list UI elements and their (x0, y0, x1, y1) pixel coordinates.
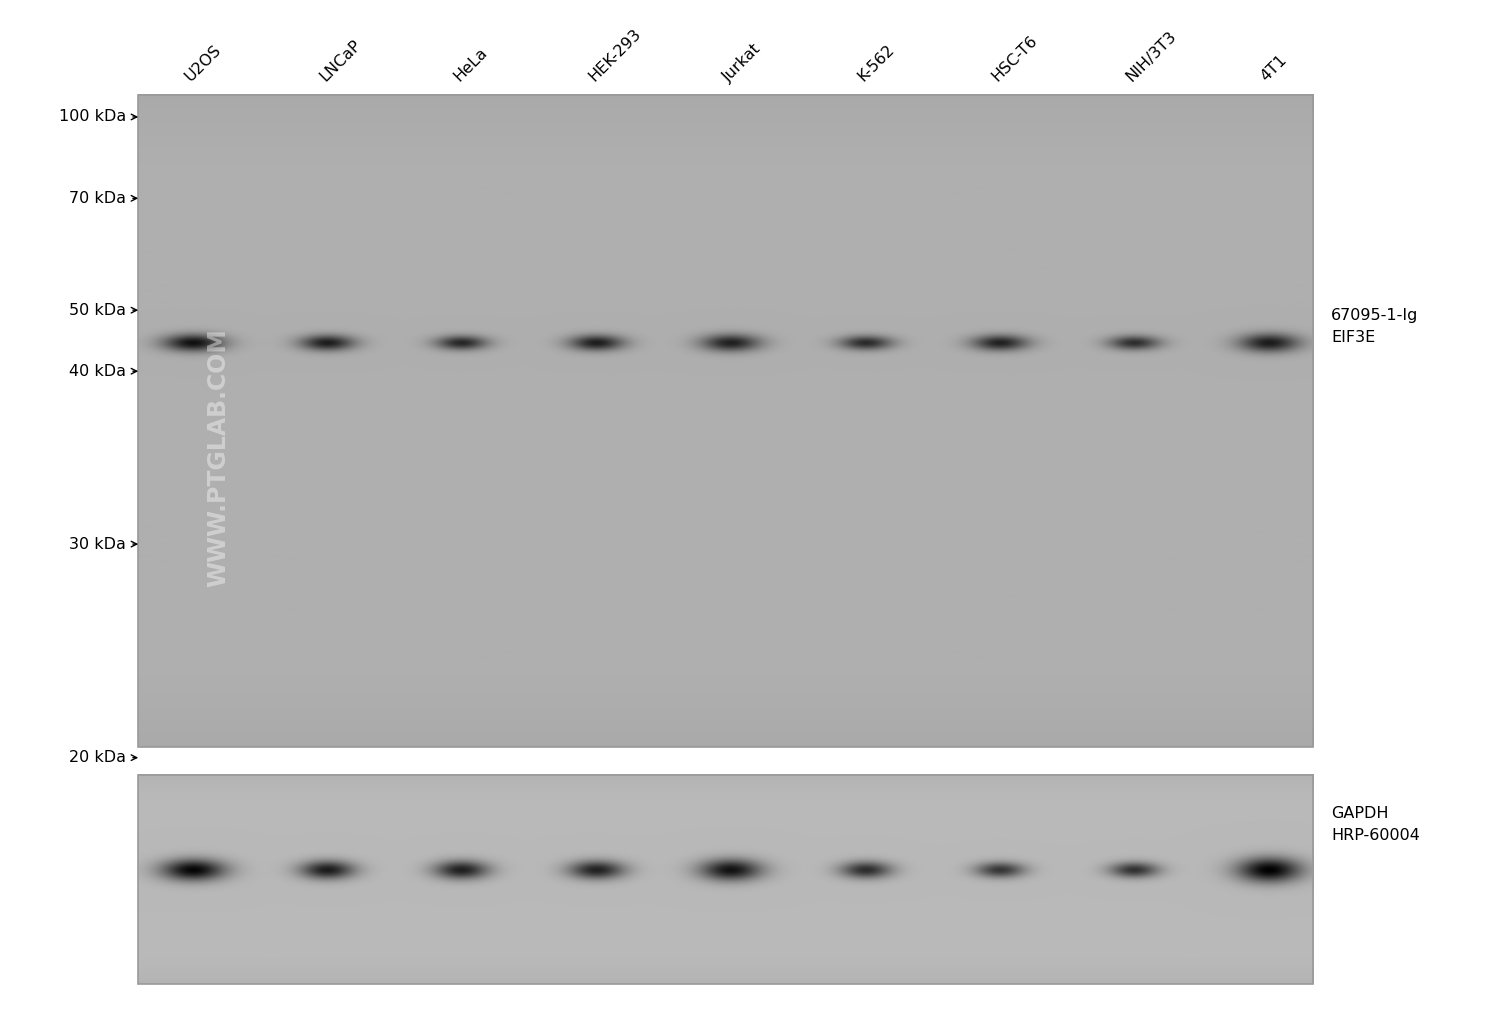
Text: 50 kDa: 50 kDa (69, 303, 126, 317)
Text: HRP-60004: HRP-60004 (1331, 828, 1420, 843)
Text: NIH/3T3: NIH/3T3 (1123, 28, 1180, 84)
Text: WWW.PTGLAB.COM: WWW.PTGLAB.COM (206, 328, 230, 587)
Text: 20 kDa: 20 kDa (69, 751, 126, 765)
Text: 40 kDa: 40 kDa (69, 364, 126, 378)
Text: K-562: K-562 (854, 42, 898, 84)
Text: 67095-1-Ig: 67095-1-Ig (1331, 308, 1418, 322)
Text: 100 kDa: 100 kDa (59, 110, 126, 124)
Text: HSC-T6: HSC-T6 (989, 34, 1040, 84)
Text: 4T1: 4T1 (1258, 53, 1289, 84)
Text: HeLa: HeLa (452, 45, 491, 84)
Text: HEK-293: HEK-293 (585, 26, 644, 84)
Text: Jurkat: Jurkat (720, 41, 764, 84)
Text: LNCaP: LNCaP (317, 38, 365, 84)
Text: GAPDH: GAPDH (1331, 806, 1388, 821)
Text: U2OS: U2OS (183, 43, 225, 84)
Text: 70 kDa: 70 kDa (69, 191, 126, 205)
Text: EIF3E: EIF3E (1331, 330, 1375, 345)
Text: 30 kDa: 30 kDa (69, 537, 126, 551)
